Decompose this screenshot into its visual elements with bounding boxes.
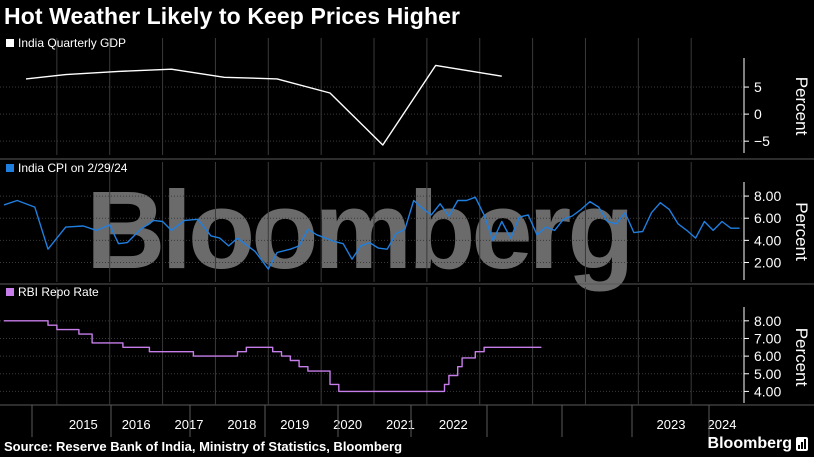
- legend-swatch: [6, 288, 14, 296]
- bloomberg-bars-icon: [796, 437, 808, 451]
- x-tick-label: 2017: [175, 417, 204, 432]
- chart-title: Hot Weather Likely to Keep Prices Higher: [4, 3, 461, 29]
- legend-swatch: [6, 164, 14, 172]
- y-axis-label: Percent: [792, 77, 811, 136]
- y-tick-label: 0: [754, 106, 762, 122]
- bloomberg-wordmark: Bloomberg: [707, 435, 792, 452]
- x-tick-label: 2021: [386, 417, 415, 432]
- panel-repo: 8.007.00 6.00 5.004.00 Percent RBI Repo Rate: [0, 285, 811, 405]
- legend-label: India CPI on 2/29/24: [18, 161, 128, 175]
- y-axis-label: Percent: [792, 202, 811, 261]
- x-axis: 2015 2016 2017 2018 2019 2020 2021 2022 2023 2024: [31, 405, 737, 437]
- y-tick-label: −5: [754, 133, 770, 149]
- x-tick-label: 2023: [657, 417, 686, 432]
- x-tick-label: 2016: [122, 417, 151, 432]
- y-tick-label: 8.00: [754, 188, 781, 204]
- x-tick-label: 2018: [227, 417, 256, 432]
- y-tick-label: 5: [754, 79, 762, 95]
- watermark-text: Bloomberg: [86, 169, 631, 292]
- x-tick-label: 2019: [280, 417, 309, 432]
- series-line-gdp: [25, 64, 502, 146]
- y-axis-label: Percent: [792, 328, 811, 387]
- x-tick-label: 2022: [439, 417, 468, 432]
- legend-label: RBI Repo Rate: [18, 285, 99, 299]
- series-line-cpi: [3, 196, 740, 270]
- y-tick-label: 8.00: [754, 313, 781, 329]
- y-tick-label: 4.00: [754, 383, 781, 399]
- legend-swatch: [6, 39, 14, 47]
- series-line-repo: [4, 320, 542, 393]
- source-note: Source: Reserve Bank of India, Ministry …: [4, 439, 403, 454]
- x-tick-label: 2015: [69, 417, 98, 432]
- bloomberg-watermark: Bloomberg: [86, 169, 635, 292]
- y-tick-label: 6.00: [754, 348, 781, 364]
- y-tick-label: 7.00: [754, 330, 781, 346]
- chart-panels: −5 0 5 Percent India Quarterly GDP 8.00 6.00 4.…: [0, 36, 814, 437]
- x-tick-label: 2024: [708, 417, 737, 432]
- y-tick-label: 6.00: [754, 210, 781, 226]
- x-tick-label: 2020: [333, 417, 362, 432]
- bloomberg-logo: Bloomberg: [708, 435, 808, 453]
- legend-label: India Quarterly GDP: [18, 36, 126, 50]
- panel-gdp: −5 0 5 Percent India Quarterly GDP: [0, 36, 811, 155]
- y-tick-label: 2.00: [754, 255, 781, 271]
- y-tick-label: 4.00: [754, 232, 781, 248]
- panel-cpi: 8.00 6.00 4.00 2.00 Percent India CPI on 2/29…: [0, 161, 811, 282]
- y-tick-label: 5.00: [754, 366, 781, 382]
